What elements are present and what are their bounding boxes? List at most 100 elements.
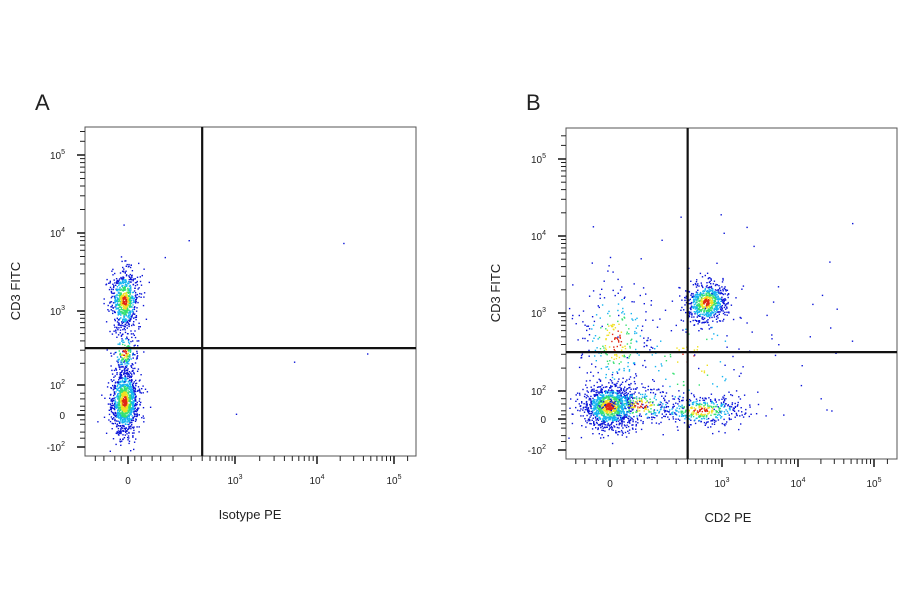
event-dot xyxy=(599,380,602,382)
event-dot xyxy=(117,311,119,313)
event-dot xyxy=(685,410,687,412)
event-dot xyxy=(809,336,811,338)
event-dot xyxy=(688,389,690,391)
event-dot xyxy=(601,389,603,391)
event-dot xyxy=(114,419,116,422)
event-dot xyxy=(600,400,602,402)
event-dot xyxy=(594,401,596,404)
event-dot xyxy=(688,403,691,406)
event-dot xyxy=(619,412,621,414)
event-dot xyxy=(718,291,720,294)
event-dot xyxy=(595,406,597,408)
event-dot xyxy=(124,411,126,413)
event-dot xyxy=(662,391,664,393)
event-dot xyxy=(119,373,121,376)
event-dot xyxy=(122,425,124,427)
event-dot xyxy=(623,354,625,357)
event-dot xyxy=(595,390,597,392)
event-dot xyxy=(692,284,695,286)
event-dot xyxy=(621,349,623,351)
event-dot xyxy=(595,421,598,424)
event-dot xyxy=(632,406,634,409)
event-dot xyxy=(587,407,590,409)
event-dot xyxy=(703,311,705,313)
event-dot xyxy=(629,394,631,397)
event-dot xyxy=(634,405,636,407)
event-dot xyxy=(126,321,129,324)
event-dot xyxy=(718,320,721,322)
event-dot xyxy=(628,328,630,330)
event-dot xyxy=(128,285,131,287)
event-dot xyxy=(123,372,125,374)
event-dot xyxy=(661,395,663,397)
event-dot xyxy=(598,398,600,401)
event-dot xyxy=(125,398,128,400)
event-dot xyxy=(631,412,634,414)
event-dot xyxy=(659,318,661,320)
event-dot xyxy=(689,398,691,401)
event-dot xyxy=(115,401,117,403)
event-dot xyxy=(119,404,121,407)
event-dot xyxy=(671,300,674,302)
event-dot xyxy=(629,376,632,378)
event-dot xyxy=(119,294,121,296)
event-dot xyxy=(115,299,117,301)
event-dot xyxy=(133,373,135,375)
event-dot xyxy=(108,310,110,312)
event-dot xyxy=(590,390,592,393)
event-dot xyxy=(610,391,612,394)
event-dot xyxy=(638,354,640,356)
event-dot xyxy=(629,410,631,412)
event-dot xyxy=(739,398,742,400)
event-dot xyxy=(749,404,751,406)
event-dot xyxy=(130,287,132,290)
event-dot xyxy=(119,289,121,292)
event-dot xyxy=(130,384,132,386)
event-dot xyxy=(717,302,719,304)
event-dot xyxy=(118,365,120,367)
event-dot xyxy=(125,305,127,307)
event-dot xyxy=(596,415,599,417)
event-dot xyxy=(602,397,604,399)
event-dot xyxy=(595,427,597,429)
event-dot xyxy=(143,292,146,294)
event-dot xyxy=(623,393,625,395)
event-dot xyxy=(689,424,691,426)
event-dot xyxy=(112,302,115,304)
event-dot xyxy=(123,360,126,362)
event-dot xyxy=(685,311,687,314)
event-dot xyxy=(116,372,118,374)
event-dot xyxy=(114,295,117,297)
event-dot xyxy=(704,301,706,303)
event-dot xyxy=(120,426,123,429)
event-dot xyxy=(124,381,126,383)
event-dot xyxy=(119,397,121,400)
event-dot xyxy=(695,401,697,403)
event-dot xyxy=(625,380,627,383)
event-dot xyxy=(126,433,128,435)
event-dot xyxy=(696,309,699,312)
event-dot xyxy=(709,294,711,296)
event-dot xyxy=(117,282,119,285)
event-dot xyxy=(599,424,601,427)
event-dot xyxy=(669,353,672,356)
event-dot xyxy=(601,407,603,409)
event-dot xyxy=(615,398,618,400)
event-dot xyxy=(594,407,596,410)
event-dot xyxy=(688,401,690,403)
event-dot xyxy=(119,300,121,303)
event-dot xyxy=(618,394,620,396)
event-dot xyxy=(706,374,709,376)
event-dot xyxy=(634,332,636,335)
event-dot xyxy=(129,414,131,416)
event-dot xyxy=(708,313,710,316)
event-dot xyxy=(719,407,721,410)
event-dot xyxy=(116,304,118,306)
event-dot xyxy=(122,397,125,400)
event-dot xyxy=(97,421,99,423)
event-dot xyxy=(716,301,718,304)
event-dot xyxy=(726,335,728,337)
event-dot xyxy=(650,304,652,306)
event-dot xyxy=(120,386,122,389)
event-dot xyxy=(705,315,708,317)
